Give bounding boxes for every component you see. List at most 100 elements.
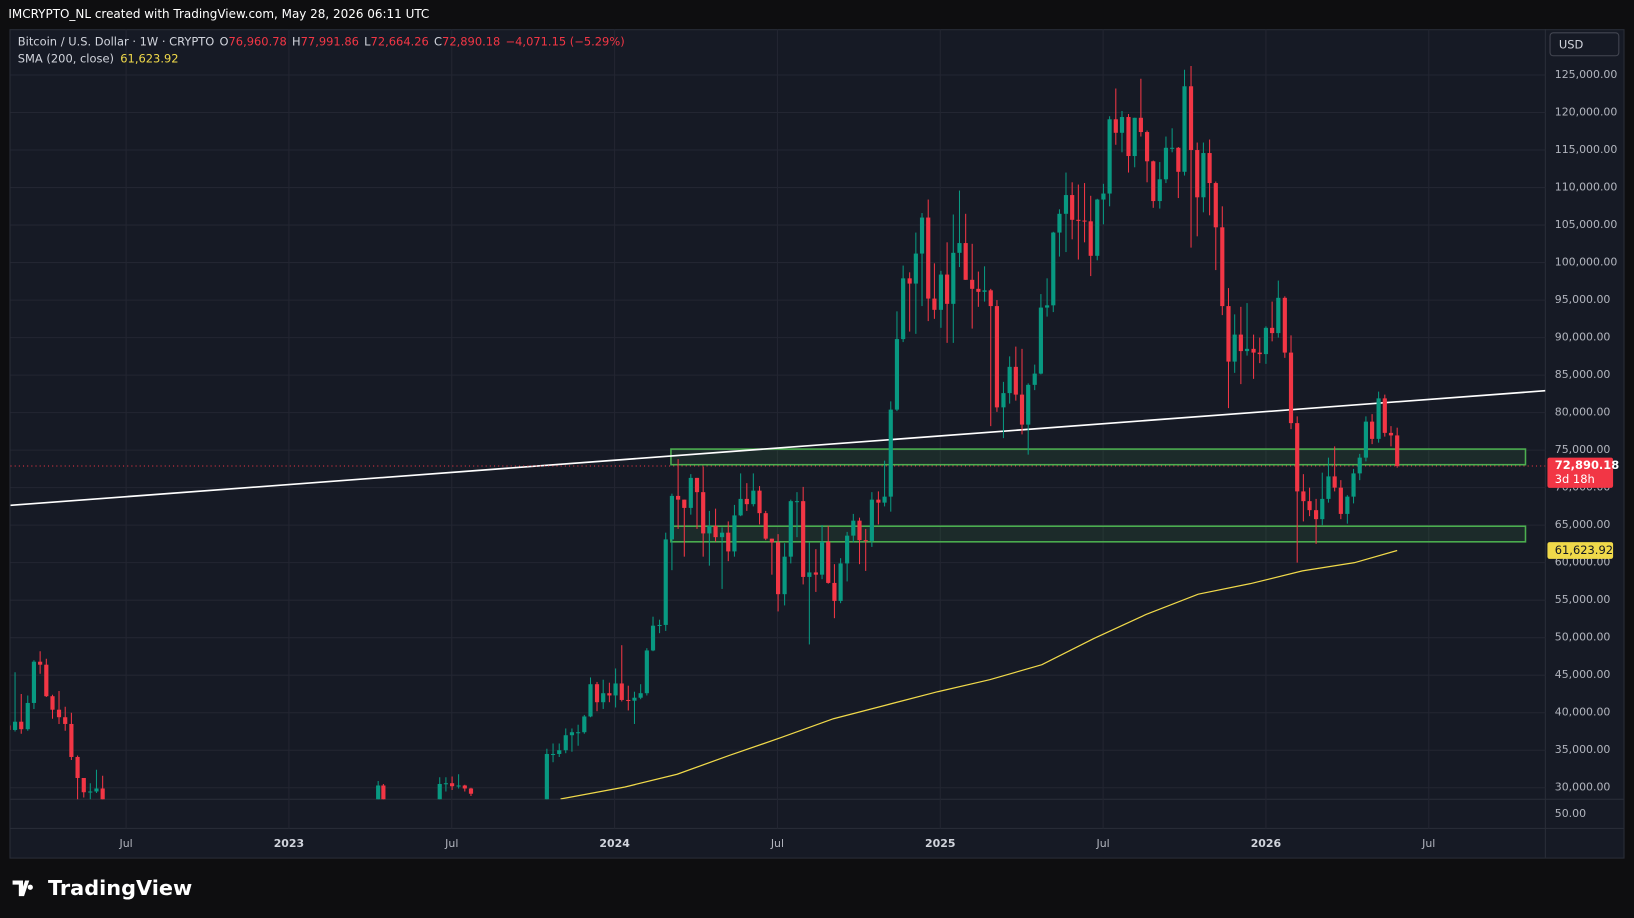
candle-body (851, 520, 856, 536)
candle-body (450, 783, 455, 787)
candle-body (938, 274, 944, 310)
legend-change: −4,071.15 (−5.29%) (506, 34, 625, 48)
candle-body (1032, 373, 1037, 385)
candle-body (1113, 119, 1118, 133)
x-tick-label: 2025 (925, 837, 955, 850)
sma-name: SMA (200, close) (18, 51, 114, 65)
candle-body (1070, 195, 1075, 220)
legend-key: C (434, 34, 442, 48)
candle-body (1244, 348, 1250, 352)
y-tick-label: 55,000.00 (1555, 593, 1611, 606)
candle-body (582, 716, 587, 733)
candle-body (1207, 153, 1212, 184)
candle-body (1132, 117, 1137, 157)
legend-symbol: Bitcoin / U.S. Dollar · 1W · CRYPTO (18, 34, 215, 48)
candle-body (626, 699, 631, 701)
candle-body (719, 532, 725, 538)
candle-body (94, 788, 99, 792)
currency[interactable]: USD (1559, 37, 1584, 51)
sma-line (560, 549, 1398, 800)
x-tick-label: 2024 (599, 837, 630, 850)
candle-body (1213, 183, 1218, 228)
candle-body (462, 785, 467, 789)
sma-badge (1547, 542, 1614, 559)
header: IMCRYPTO_NL created with TradingView.com… (8, 7, 429, 21)
candle-body (1338, 487, 1343, 514)
y-tick-label: 110,000.00 (1555, 181, 1618, 194)
candle-body (1276, 297, 1281, 334)
candle-body (888, 409, 893, 497)
candle-body (744, 498, 749, 505)
candle-body (50, 696, 55, 710)
chart-frame (9, 29, 1625, 859)
y-tick-label: 100,000.00 (1555, 256, 1618, 269)
candle-body (788, 501, 793, 557)
candle-body (857, 520, 862, 541)
candle-body (1357, 457, 1362, 474)
candle-body (1395, 435, 1400, 466)
candle-body (1232, 334, 1237, 362)
candle-body (751, 490, 756, 505)
candle-body (1345, 496, 1350, 514)
candle-body (588, 684, 593, 717)
candle-body (1176, 147, 1181, 172)
candle-body (607, 693, 612, 696)
y-tick-label: 45,000.00 (1555, 668, 1611, 681)
candle-body (738, 498, 743, 516)
candle-body (1263, 327, 1269, 355)
candle-body (863, 540, 868, 542)
candle-body (782, 556, 787, 595)
candle-body (437, 783, 442, 800)
candle-body (838, 563, 843, 601)
candle-body (638, 693, 643, 698)
candle-body (769, 538, 774, 543)
candle-body (726, 532, 731, 552)
legend-key: L (364, 34, 371, 48)
candle-body (44, 664, 49, 697)
candle-body (619, 683, 624, 700)
candle-body (869, 499, 874, 541)
candle-body (19, 721, 24, 730)
candle-body (926, 217, 931, 299)
candle-body (707, 525, 712, 534)
candle-body (613, 683, 618, 696)
candle-body (713, 525, 718, 538)
candle-body (1038, 307, 1043, 374)
y-tick-label: 115,000.00 (1555, 143, 1618, 156)
candle-body (682, 499, 687, 508)
candle-body (957, 243, 962, 253)
x-tick-label: Jul (1421, 837, 1435, 850)
candle-body (56, 709, 62, 718)
candle-body (794, 501, 800, 503)
candle-body (1326, 476, 1331, 499)
y-tick-label: 85,000.00 (1555, 368, 1611, 381)
candle-body (819, 541, 825, 575)
x-tick-label: 2023 (274, 837, 304, 850)
candle-body (1288, 352, 1294, 424)
candle-body (1307, 501, 1312, 511)
candle-body (376, 785, 381, 800)
legend-value: 76,960.78 (229, 34, 287, 48)
candle-body (25, 702, 30, 730)
candle-body (1351, 473, 1356, 497)
candle-body (563, 735, 568, 751)
candle-body (694, 477, 700, 493)
y-tick-label: 90,000.00 (1555, 331, 1611, 344)
candle-body (1119, 117, 1125, 133)
candle-body (963, 243, 968, 280)
candle-body (1126, 117, 1131, 157)
candle-body (982, 290, 987, 292)
candle-body (919, 217, 925, 254)
candle-body (951, 252, 956, 304)
candle-body (988, 290, 993, 307)
currency-button[interactable] (1549, 32, 1620, 57)
y-tick-label: 80,000.00 (1555, 406, 1611, 419)
candle-body (1163, 147, 1169, 180)
candle-body (763, 513, 768, 539)
candle-body (801, 501, 806, 577)
plot-area (10, 66, 1546, 800)
candle-body (1388, 432, 1394, 436)
candle-body (1001, 393, 1006, 408)
candle-body (1007, 366, 1012, 394)
candle-body (544, 753, 549, 800)
